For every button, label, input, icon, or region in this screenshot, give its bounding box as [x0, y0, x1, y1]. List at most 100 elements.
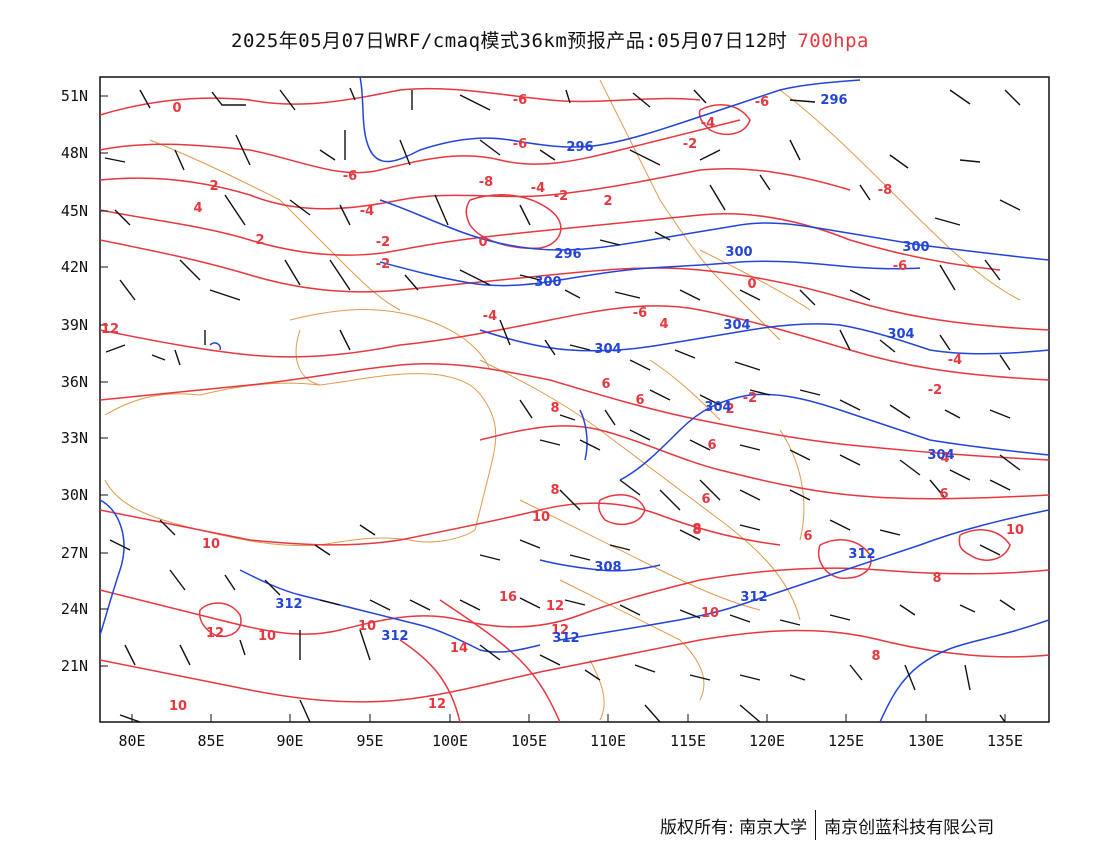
- temperature-label: 8: [550, 401, 559, 416]
- lon-label: 135E: [987, 732, 1023, 750]
- lon-axis: 80E 85E 90E 95E 100E 105E 110E 115E 120E…: [118, 732, 1023, 750]
- height-label: 300: [725, 245, 752, 260]
- height-label: 300: [534, 275, 561, 290]
- height-label: 304: [927, 448, 954, 463]
- footer-company: 南京创蓝科技有限公司: [824, 817, 995, 838]
- lon-label: 90E: [276, 732, 303, 750]
- height-label: 304: [594, 342, 621, 357]
- temperature-label: 6: [707, 438, 716, 453]
- temperature-label: 6: [701, 492, 710, 507]
- lat-label: 39N: [61, 316, 88, 334]
- temperature-label: 14: [450, 641, 468, 656]
- lon-label: 115E: [670, 732, 706, 750]
- temperature-label: 2: [725, 402, 734, 417]
- temperature-label: 12: [428, 697, 446, 712]
- temperature-label: 8: [932, 571, 941, 586]
- temperature-label: 10: [202, 537, 220, 552]
- map-title: 2025年05月07日WRF/cmaq模式36km预报产品:05月07日12时 7…: [0, 26, 1100, 53]
- temperature-label: 12: [206, 626, 224, 641]
- footer-copyright: 版权所有: 南京大学: [660, 817, 808, 838]
- lat-label: 33N: [61, 429, 88, 447]
- lat-label: 21N: [61, 657, 88, 675]
- temperature-label: 10: [532, 510, 550, 525]
- lat-label: 30N: [61, 486, 88, 504]
- height-contours: [100, 77, 1049, 722]
- height-label: 300: [902, 240, 929, 255]
- height-label: 308: [594, 560, 621, 575]
- temperature-label: 4: [193, 201, 202, 216]
- temperature-label: -6: [633, 306, 647, 321]
- temperature-label: -2: [376, 257, 390, 272]
- temperature-label: 10: [701, 606, 719, 621]
- temperature-label: -6: [513, 93, 527, 108]
- lat-axis: 51N 48N 45N 42N 39N 36N 33N 30N 27N 24N …: [61, 87, 88, 675]
- height-label: 312: [740, 590, 767, 605]
- lon-label: 100E: [432, 732, 468, 750]
- height-label: 312: [552, 631, 579, 646]
- temperature-label: 12: [551, 623, 569, 638]
- temperature-label: 4: [659, 317, 668, 332]
- height-label: 304: [887, 327, 914, 342]
- temperature-labels: 0 -6 -4 -6 -2 -6 -4 -2 -8 2 -6 4 -4 -2 2…: [101, 93, 1024, 714]
- temperature-label: -2: [743, 391, 757, 406]
- height-label: 296: [566, 140, 593, 155]
- temperature-label: 12: [546, 599, 564, 614]
- temperature-label: 2: [603, 194, 612, 209]
- temperature-label: 6: [803, 529, 812, 544]
- temperature-label: 10: [169, 699, 187, 714]
- lon-label: 105E: [511, 732, 547, 750]
- footer: 版权所有: 南京大学 南京创蓝科技有限公司: [660, 810, 994, 840]
- lon-label: 95E: [356, 732, 383, 750]
- lat-label: 24N: [61, 600, 88, 618]
- temperature-contours: [100, 87, 1049, 722]
- lon-label: 80E: [118, 732, 145, 750]
- temperature-label: -2: [928, 383, 942, 398]
- temperature-label: 0: [172, 101, 181, 116]
- temperature-label: -8: [479, 175, 493, 190]
- title-level: 700hpa: [797, 30, 869, 52]
- lon-label: 120E: [749, 732, 785, 750]
- temperature-label: 16: [499, 590, 517, 605]
- temperature-label: 8: [871, 649, 880, 664]
- lat-label: 45N: [61, 202, 88, 220]
- temperature-label: -2: [554, 189, 568, 204]
- temperature-label: 0: [478, 235, 487, 250]
- height-label: 296: [820, 93, 847, 108]
- lon-label: 85E: [197, 732, 224, 750]
- height-label: 304: [723, 318, 750, 333]
- temperature-label: 10: [1006, 523, 1024, 538]
- temperature-label: 0: [747, 277, 756, 292]
- temperature-label: -6: [343, 169, 357, 184]
- lon-label: 125E: [828, 732, 864, 750]
- temperature-label: 4: [940, 451, 949, 466]
- height-label: 296: [554, 247, 581, 262]
- footer-divider: [815, 810, 817, 840]
- temperature-label: 2: [209, 179, 218, 194]
- height-label: 312: [848, 547, 875, 562]
- temperature-label: 2: [255, 233, 264, 248]
- wind-barbs: [104, 87, 1021, 722]
- temperature-label: -2: [683, 137, 697, 152]
- height-labels: 296 296 296 300 300 300 304 304 304 304 …: [275, 93, 954, 646]
- lon-label: 110E: [590, 732, 626, 750]
- temperature-label: 8: [550, 483, 559, 498]
- lat-label: 36N: [61, 373, 88, 391]
- lat-label: 51N: [61, 87, 88, 105]
- temperature-label: 6: [635, 393, 644, 408]
- title-main: 2025年05月07日WRF/cmaq模式36km预报产品:05月07日12时: [231, 30, 788, 52]
- temperature-label: -2: [376, 235, 390, 250]
- temperature-label: -4: [483, 309, 497, 324]
- temperature-label: 8: [692, 523, 701, 538]
- lat-ticks: [100, 95, 1006, 722]
- temperature-label: 10: [258, 629, 276, 644]
- temperature-label: 6: [601, 377, 610, 392]
- lat-label: 42N: [61, 258, 88, 276]
- temperature-label: -6: [513, 137, 527, 152]
- height-label: 304: [704, 400, 731, 415]
- temperature-label: -4: [360, 204, 374, 219]
- temperature-label: 12: [101, 322, 119, 337]
- height-label: 312: [381, 629, 408, 644]
- temperature-label: -4: [531, 181, 545, 196]
- map-frame: [99, 76, 1050, 723]
